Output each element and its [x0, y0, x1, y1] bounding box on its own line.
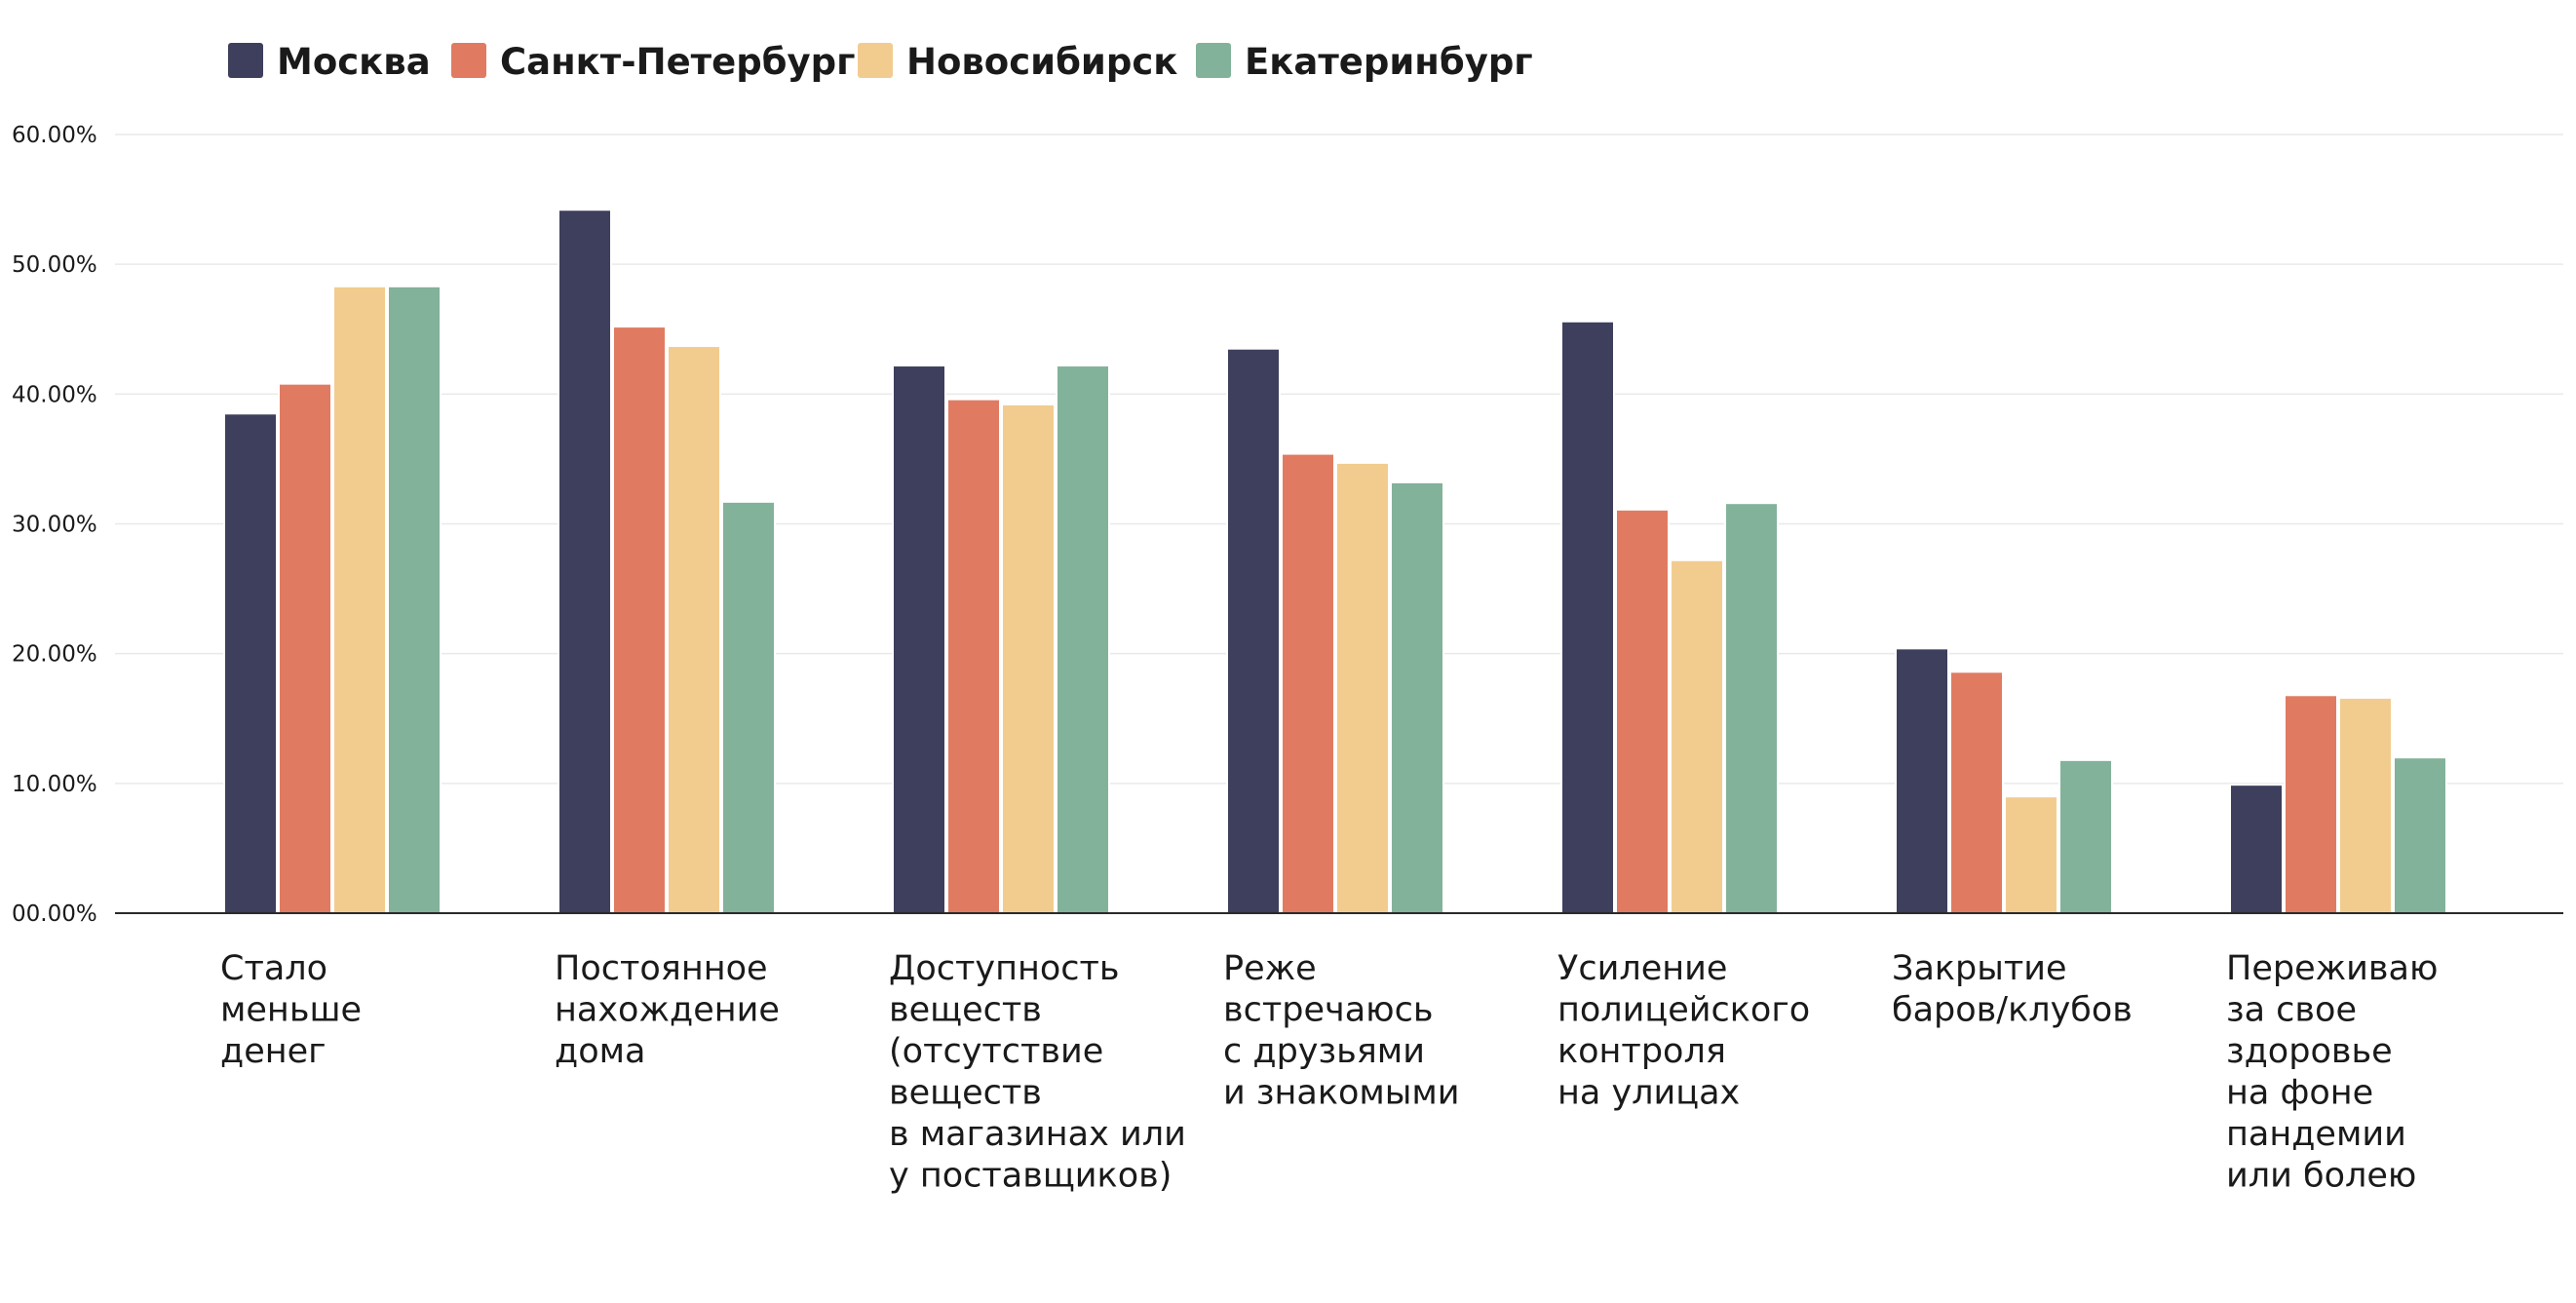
x-axis: Стало меньше денег Постоянное нахождение дома…: [115, 912, 2563, 1196]
x-category-label-line: Стало: [220, 949, 327, 988]
legend-swatch-1: [228, 43, 263, 78]
x-category-label-line: Переживаю: [2226, 949, 2438, 988]
y-tick-label-20: 20.00%: [12, 642, 97, 668]
legend-swatch-4: [1196, 43, 1231, 78]
bar-cat2-series4: [721, 500, 776, 915]
y-tick-label-40: 40.00%: [12, 382, 97, 407]
bar-cat1-series2: [278, 382, 332, 914]
legend-swatch-2: [451, 43, 486, 78]
x-category-label-line: за свое: [2226, 991, 2357, 1030]
bar-cat4-series1: [1226, 347, 1281, 915]
x-category-label-2: Постоянное нахождение дома: [555, 949, 780, 1071]
bar-cat7-series2: [2284, 694, 2338, 915]
bar-cat1-series4: [387, 285, 442, 914]
y-tick-label-0: 00.00%: [12, 901, 97, 927]
y-tick-label-60: 60.00%: [12, 123, 97, 148]
bar-cat4-series3: [1335, 461, 1390, 914]
x-category-label-1: Стало меньше денег: [220, 949, 362, 1071]
bar-cat2-series3: [667, 345, 721, 915]
bar-cat7-series4: [2393, 756, 2447, 915]
legend-label-4: Екатеринбург: [1245, 41, 1533, 83]
bar-cat3-series2: [946, 398, 1001, 915]
x-category-label-line: встречаюсь: [1223, 991, 1433, 1030]
bar-cat1-series3: [332, 285, 387, 914]
x-category-label-line: Доступность: [889, 949, 1120, 988]
x-category-label-line: Реже: [1223, 949, 1317, 988]
x-category-label-line: нахождение: [555, 991, 780, 1030]
bar-cat6-series2: [1949, 671, 2004, 914]
x-category-label-line: и знакомыми: [1223, 1074, 1460, 1113]
x-category-label-line: (отсутствие: [889, 1032, 1103, 1071]
x-category-label-line: веществ: [889, 991, 1042, 1030]
x-category-label-line: полицейского: [1557, 991, 1810, 1030]
x-category-label-line: денег: [220, 1032, 327, 1071]
bar-cat7-series3: [2338, 696, 2393, 915]
bar-cat4-series4: [1390, 480, 1444, 914]
bar-cat2-series2: [612, 326, 667, 914]
x-category-label-line: Закрытие: [1892, 949, 2067, 988]
x-category-label-line: у поставщиков): [889, 1157, 1172, 1196]
bar-cat3-series3: [1001, 402, 1056, 914]
x-category-label-line: здоровье: [2226, 1032, 2393, 1071]
bar-cat3-series4: [1056, 364, 1110, 914]
legend-swatch-3: [858, 43, 893, 78]
y-tick-label-10: 10.00%: [12, 772, 97, 797]
bar-cat7-series1: [2229, 784, 2284, 914]
bar-cat6-series4: [2058, 758, 2113, 915]
y-tick-label-30: 30.00%: [12, 513, 97, 538]
bar-cat5-series4: [1724, 502, 1779, 915]
x-category-label-line: меньше: [220, 991, 362, 1030]
x-category-label-line: контроля: [1557, 1032, 1726, 1071]
x-category-label-line: баров/клубов: [1892, 991, 2133, 1030]
bar-cat5-series2: [1615, 508, 1670, 915]
x-category-label-4: Реже встречаюсь с друзьями и знакомыми: [1223, 949, 1460, 1113]
bar-cat6-series3: [2004, 795, 2058, 915]
x-category-label-line: на фоне: [2226, 1074, 2373, 1113]
bar-cat4-series2: [1281, 452, 1335, 914]
x-category-label-line: или болею: [2226, 1157, 2416, 1196]
bar-cat6-series1: [1895, 647, 1949, 915]
legend-label-1: Москва: [277, 41, 431, 83]
x-category-label-line: Постоянное: [555, 949, 768, 988]
bar-cat5-series3: [1670, 558, 1724, 915]
x-category-label-line: на улицах: [1557, 1074, 1740, 1113]
x-category-label-line: дома: [555, 1032, 645, 1071]
bar-cat5-series1: [1560, 320, 1615, 914]
bar-cat1-series1: [223, 412, 278, 914]
legend: Москва Санкт-Петербург Новосибирск Екатерин…: [228, 41, 1533, 83]
legend-label-3: Новосибирск: [906, 41, 1177, 83]
bars: [223, 209, 2447, 915]
bar-cat2-series1: [557, 209, 612, 914]
x-category-label-line: пандемии: [2226, 1115, 2406, 1154]
legend-label-2: Санкт-Петербург: [500, 41, 855, 83]
bar-cat3-series1: [892, 364, 946, 914]
x-category-label-7: Переживаю за свое здоровье на фоне пандемии и…: [2226, 949, 2438, 1196]
x-category-label-6: Закрытие баров/клубов: [1892, 949, 2133, 1030]
x-category-label-line: в магазинах или: [889, 1115, 1186, 1154]
x-category-label-line: Усиление: [1557, 949, 1727, 988]
y-axis: 00.00% 10.00% 20.00% 30.00% 40.00% 50.00% 60.0…: [12, 123, 97, 927]
x-category-label-5: Усиление полицейского контроля на улицах: [1557, 949, 1810, 1113]
x-category-label-3: Доступность веществ (отсутствие веществ в ма…: [889, 949, 1186, 1196]
y-tick-label-50: 50.00%: [12, 252, 97, 278]
x-category-label-line: веществ: [889, 1074, 1042, 1113]
x-category-label-line: с друзьями: [1223, 1032, 1425, 1071]
